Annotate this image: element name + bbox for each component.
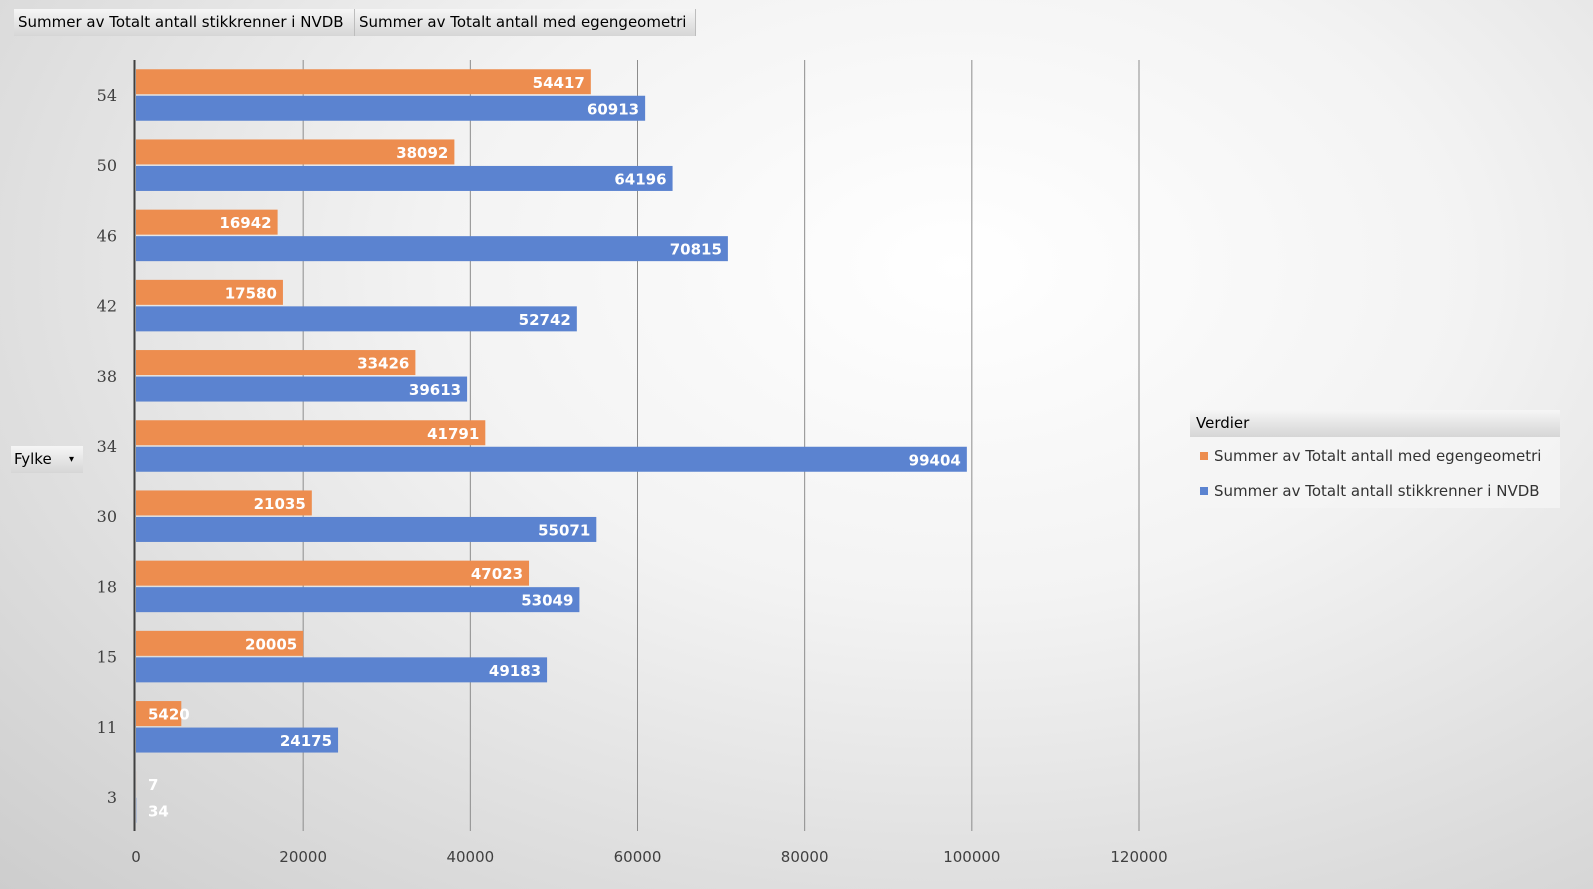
axes: 0 20000 40000 60000 80000 100000 120000 54 50 46 4… bbox=[97, 60, 1168, 866]
bar-egengeometri[interactable] bbox=[136, 420, 486, 446]
data-label: 38092 bbox=[396, 144, 448, 162]
y-category-label: 3 bbox=[107, 788, 117, 807]
bar-egengeometri[interactable] bbox=[136, 279, 283, 305]
bar-nvdb[interactable] bbox=[136, 165, 673, 191]
axis-field-button-fylke[interactable]: Fylke ▾ bbox=[11, 446, 83, 473]
data-label: 7 bbox=[148, 776, 158, 794]
bar-egengeometri[interactable] bbox=[136, 701, 182, 727]
data-label: 16942 bbox=[219, 214, 271, 232]
y-category-label: 54 bbox=[97, 86, 117, 105]
x-tick-label: 60000 bbox=[614, 848, 662, 866]
data-label: 60913 bbox=[587, 100, 639, 118]
data-label: 17580 bbox=[225, 284, 277, 302]
y-category-label: 30 bbox=[97, 507, 117, 526]
bar-egengeometri[interactable] bbox=[136, 560, 530, 586]
bar-egengeometri[interactable] bbox=[136, 490, 312, 516]
bar-nvdb[interactable] bbox=[136, 236, 728, 262]
x-tick-label: 100000 bbox=[943, 848, 1000, 866]
legend: Verdier Summer av Totalt antall med egen… bbox=[1190, 410, 1560, 508]
bar-egengeometri[interactable] bbox=[136, 69, 591, 95]
y-category-label: 50 bbox=[97, 156, 117, 175]
blue-square-icon bbox=[1200, 487, 1208, 495]
bar-nvdb[interactable] bbox=[136, 95, 646, 121]
data-label: 34 bbox=[148, 802, 169, 820]
data-label: 54417 bbox=[533, 74, 585, 92]
bars bbox=[136, 69, 967, 823]
y-category-label: 11 bbox=[97, 718, 117, 737]
x-tick-label: 80000 bbox=[781, 848, 829, 866]
data-label: 99404 bbox=[909, 451, 961, 469]
dropdown-arrow-icon: ▾ bbox=[68, 454, 74, 465]
data-label: 5420 bbox=[148, 706, 190, 724]
bar-egengeometri[interactable] bbox=[136, 209, 278, 235]
y-category-label: 18 bbox=[97, 577, 117, 596]
data-label: 33426 bbox=[357, 355, 409, 373]
legend-item-label: Summer av Totalt antall med egengeometri bbox=[1214, 447, 1542, 465]
bar-nvdb[interactable] bbox=[136, 657, 548, 683]
data-label: 53049 bbox=[521, 592, 573, 610]
x-tick-label: 20000 bbox=[279, 848, 327, 866]
legend-item-egengeometri[interactable]: Summer av Totalt antall med egengeometri bbox=[1200, 447, 1541, 465]
y-category-label: 46 bbox=[97, 226, 117, 245]
data-label: 41791 bbox=[427, 425, 479, 443]
legend-title[interactable]: Verdier bbox=[1190, 410, 1560, 437]
data-label: 39613 bbox=[409, 381, 461, 399]
y-category-label: 42 bbox=[97, 297, 117, 316]
y-category-label: 38 bbox=[97, 367, 117, 386]
data-label: 64196 bbox=[614, 170, 666, 188]
bar-nvdb[interactable] bbox=[136, 516, 597, 542]
data-label: 55071 bbox=[538, 521, 590, 539]
data-label: 47023 bbox=[471, 565, 523, 583]
x-tick-label: 120000 bbox=[1110, 848, 1167, 866]
legend-item-label: Summer av Totalt antall stikkrenner i NV… bbox=[1214, 482, 1540, 500]
x-tick-label: 0 bbox=[131, 848, 141, 866]
bar-egengeometri[interactable] bbox=[136, 350, 416, 376]
y-category-label: 34 bbox=[97, 437, 117, 456]
bar-nvdb[interactable] bbox=[136, 376, 468, 402]
bar-egengeometri[interactable] bbox=[136, 139, 455, 165]
bar-nvdb[interactable] bbox=[136, 306, 577, 332]
x-tick-label: 40000 bbox=[446, 848, 494, 866]
value-field-button-egengeometri[interactable]: Summer av Totalt antall med egengeometri bbox=[355, 9, 696, 36]
data-label: 49183 bbox=[489, 662, 541, 680]
data-label: 52742 bbox=[519, 311, 571, 329]
bar-egengeometri[interactable] bbox=[136, 630, 304, 656]
bar-nvdb[interactable] bbox=[136, 587, 580, 613]
value-field-button-nvdb[interactable]: Summer av Totalt antall stikkrenner i NV… bbox=[14, 9, 355, 36]
data-label: 20005 bbox=[245, 635, 297, 653]
legend-item-nvdb[interactable]: Summer av Totalt antall stikkrenner i NV… bbox=[1200, 482, 1540, 500]
bar-nvdb[interactable] bbox=[136, 727, 339, 753]
axis-field-label: Fylke bbox=[14, 450, 52, 468]
data-label: 70815 bbox=[670, 241, 722, 259]
data-label: 21035 bbox=[254, 495, 306, 513]
orange-square-icon bbox=[1200, 452, 1208, 460]
y-category-label: 15 bbox=[97, 648, 117, 667]
bar-nvdb[interactable] bbox=[136, 446, 967, 472]
data-label: 24175 bbox=[280, 732, 332, 750]
